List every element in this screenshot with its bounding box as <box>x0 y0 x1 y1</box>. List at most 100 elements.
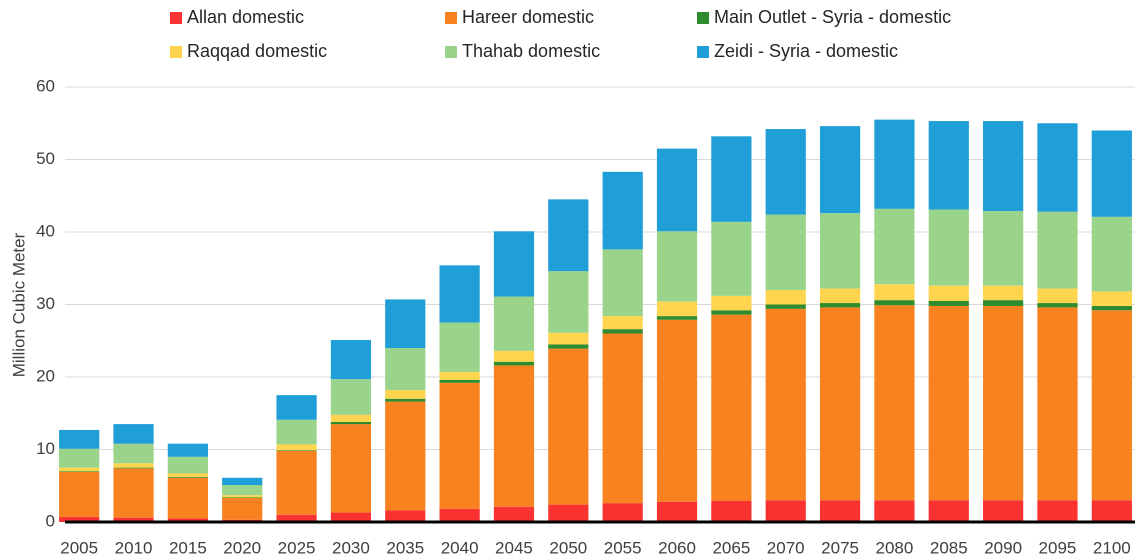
legend-swatch <box>697 12 709 24</box>
bar-segment <box>765 500 806 522</box>
bar-segment <box>656 231 698 302</box>
bar-segment <box>330 424 372 513</box>
bar-segment <box>983 285 1024 301</box>
bar-segment <box>548 348 589 505</box>
bar-segment <box>874 284 915 301</box>
y-tick-label: 50 <box>36 149 55 168</box>
x-tick-label: 2050 <box>549 538 587 557</box>
bar-segment <box>330 414 372 422</box>
bar-segment <box>59 448 100 468</box>
bar-segment <box>928 305 969 501</box>
bar-segment <box>276 450 317 515</box>
bar-segment <box>222 485 263 496</box>
bar-segment <box>602 329 643 334</box>
bar-segment <box>222 477 263 486</box>
bar-segment <box>1091 291 1132 306</box>
x-tick-label: 2010 <box>115 538 153 557</box>
bar-segment <box>928 500 969 522</box>
bar-segment <box>1037 307 1078 501</box>
bar-segment <box>385 398 426 402</box>
y-tick-label: 10 <box>36 439 55 458</box>
x-tick-label: 2070 <box>767 538 805 557</box>
bar-segment <box>1091 500 1132 522</box>
bar-segment <box>222 497 263 499</box>
bar-segment <box>113 467 154 469</box>
bar-segment <box>656 319 698 502</box>
bar-segment <box>330 379 372 415</box>
bar-segment <box>711 310 752 315</box>
bar-segment <box>1037 123 1078 212</box>
bar-segment <box>1037 500 1078 522</box>
bar-segment <box>330 421 372 425</box>
bar-segment <box>983 121 1024 211</box>
bar-segment <box>222 495 263 498</box>
legend-swatch <box>697 46 709 58</box>
bar-segment <box>983 300 1024 306</box>
bar-segment <box>113 517 154 522</box>
bar-segment <box>167 456 208 474</box>
bar-segment <box>548 271 589 333</box>
bar-segment <box>819 213 861 289</box>
bar-segment <box>819 500 861 522</box>
legend-swatch <box>445 12 457 24</box>
bar-segment <box>439 379 480 383</box>
bar-segment <box>602 503 643 522</box>
bar-segment <box>765 308 806 501</box>
bar-segment <box>1037 288 1078 304</box>
bar-segment <box>439 382 480 509</box>
x-tick-label: 2035 <box>386 538 424 557</box>
bar-segment <box>1037 211 1078 289</box>
bar-segment <box>276 450 317 451</box>
y-tick-label: 0 <box>46 511 55 530</box>
y-axis-title: Million Cubic Meter <box>9 232 28 377</box>
bar-segment <box>765 214 806 290</box>
bar-segment <box>656 148 698 232</box>
bar-segment <box>602 333 643 504</box>
legend-label: Hareer domestic <box>462 7 594 27</box>
x-tick-label: 2090 <box>984 538 1022 557</box>
legend-label: Allan domestic <box>187 7 304 27</box>
bar-segment <box>983 305 1024 501</box>
x-tick-label: 2040 <box>441 538 479 557</box>
bar-segment <box>819 307 861 501</box>
y-tick-label: 30 <box>36 294 55 313</box>
bar-segment <box>874 208 915 285</box>
bar-segment <box>983 210 1024 286</box>
x-tick-label: 2045 <box>495 538 533 557</box>
bar-segment <box>711 136 752 222</box>
x-tick-label: 2030 <box>332 538 370 557</box>
bar-segment <box>928 209 969 286</box>
x-tick-label: 2075 <box>821 538 859 557</box>
bar-segment <box>711 221 752 296</box>
bar-segment <box>167 443 208 457</box>
legend-label: Thahab domestic <box>462 41 600 61</box>
bar-segment <box>493 231 535 297</box>
legend-label: Main Outlet - Syria - domestic <box>714 7 951 27</box>
x-tick-label: 2080 <box>876 538 914 557</box>
bar-segment <box>385 299 426 348</box>
bar-segment <box>330 512 372 522</box>
x-tick-label: 2025 <box>278 538 316 557</box>
bar-segment <box>167 518 208 522</box>
bar-segment <box>765 290 806 305</box>
x-tick-label: 2060 <box>658 538 696 557</box>
bar-segment <box>330 340 372 380</box>
y-tick-label: 40 <box>36 221 55 240</box>
bar-segment <box>439 322 480 372</box>
legend-label: Zeidi - Syria - domestic <box>714 41 898 61</box>
bar-segment <box>656 501 698 522</box>
x-tick-label: 2085 <box>930 538 968 557</box>
legend-swatch <box>170 46 182 58</box>
bar-segment <box>493 361 535 366</box>
bar-segment <box>874 119 915 209</box>
bar-segment <box>1091 305 1132 311</box>
y-tick-label: 60 <box>36 76 55 95</box>
bar-segment <box>385 390 426 399</box>
bar-segment <box>928 300 969 306</box>
x-tick-label: 2100 <box>1093 538 1131 557</box>
bar-segment <box>819 303 861 308</box>
x-tick-label: 2095 <box>1039 538 1077 557</box>
x-tick-label: 2020 <box>223 538 261 557</box>
y-tick-label: 20 <box>36 366 55 385</box>
